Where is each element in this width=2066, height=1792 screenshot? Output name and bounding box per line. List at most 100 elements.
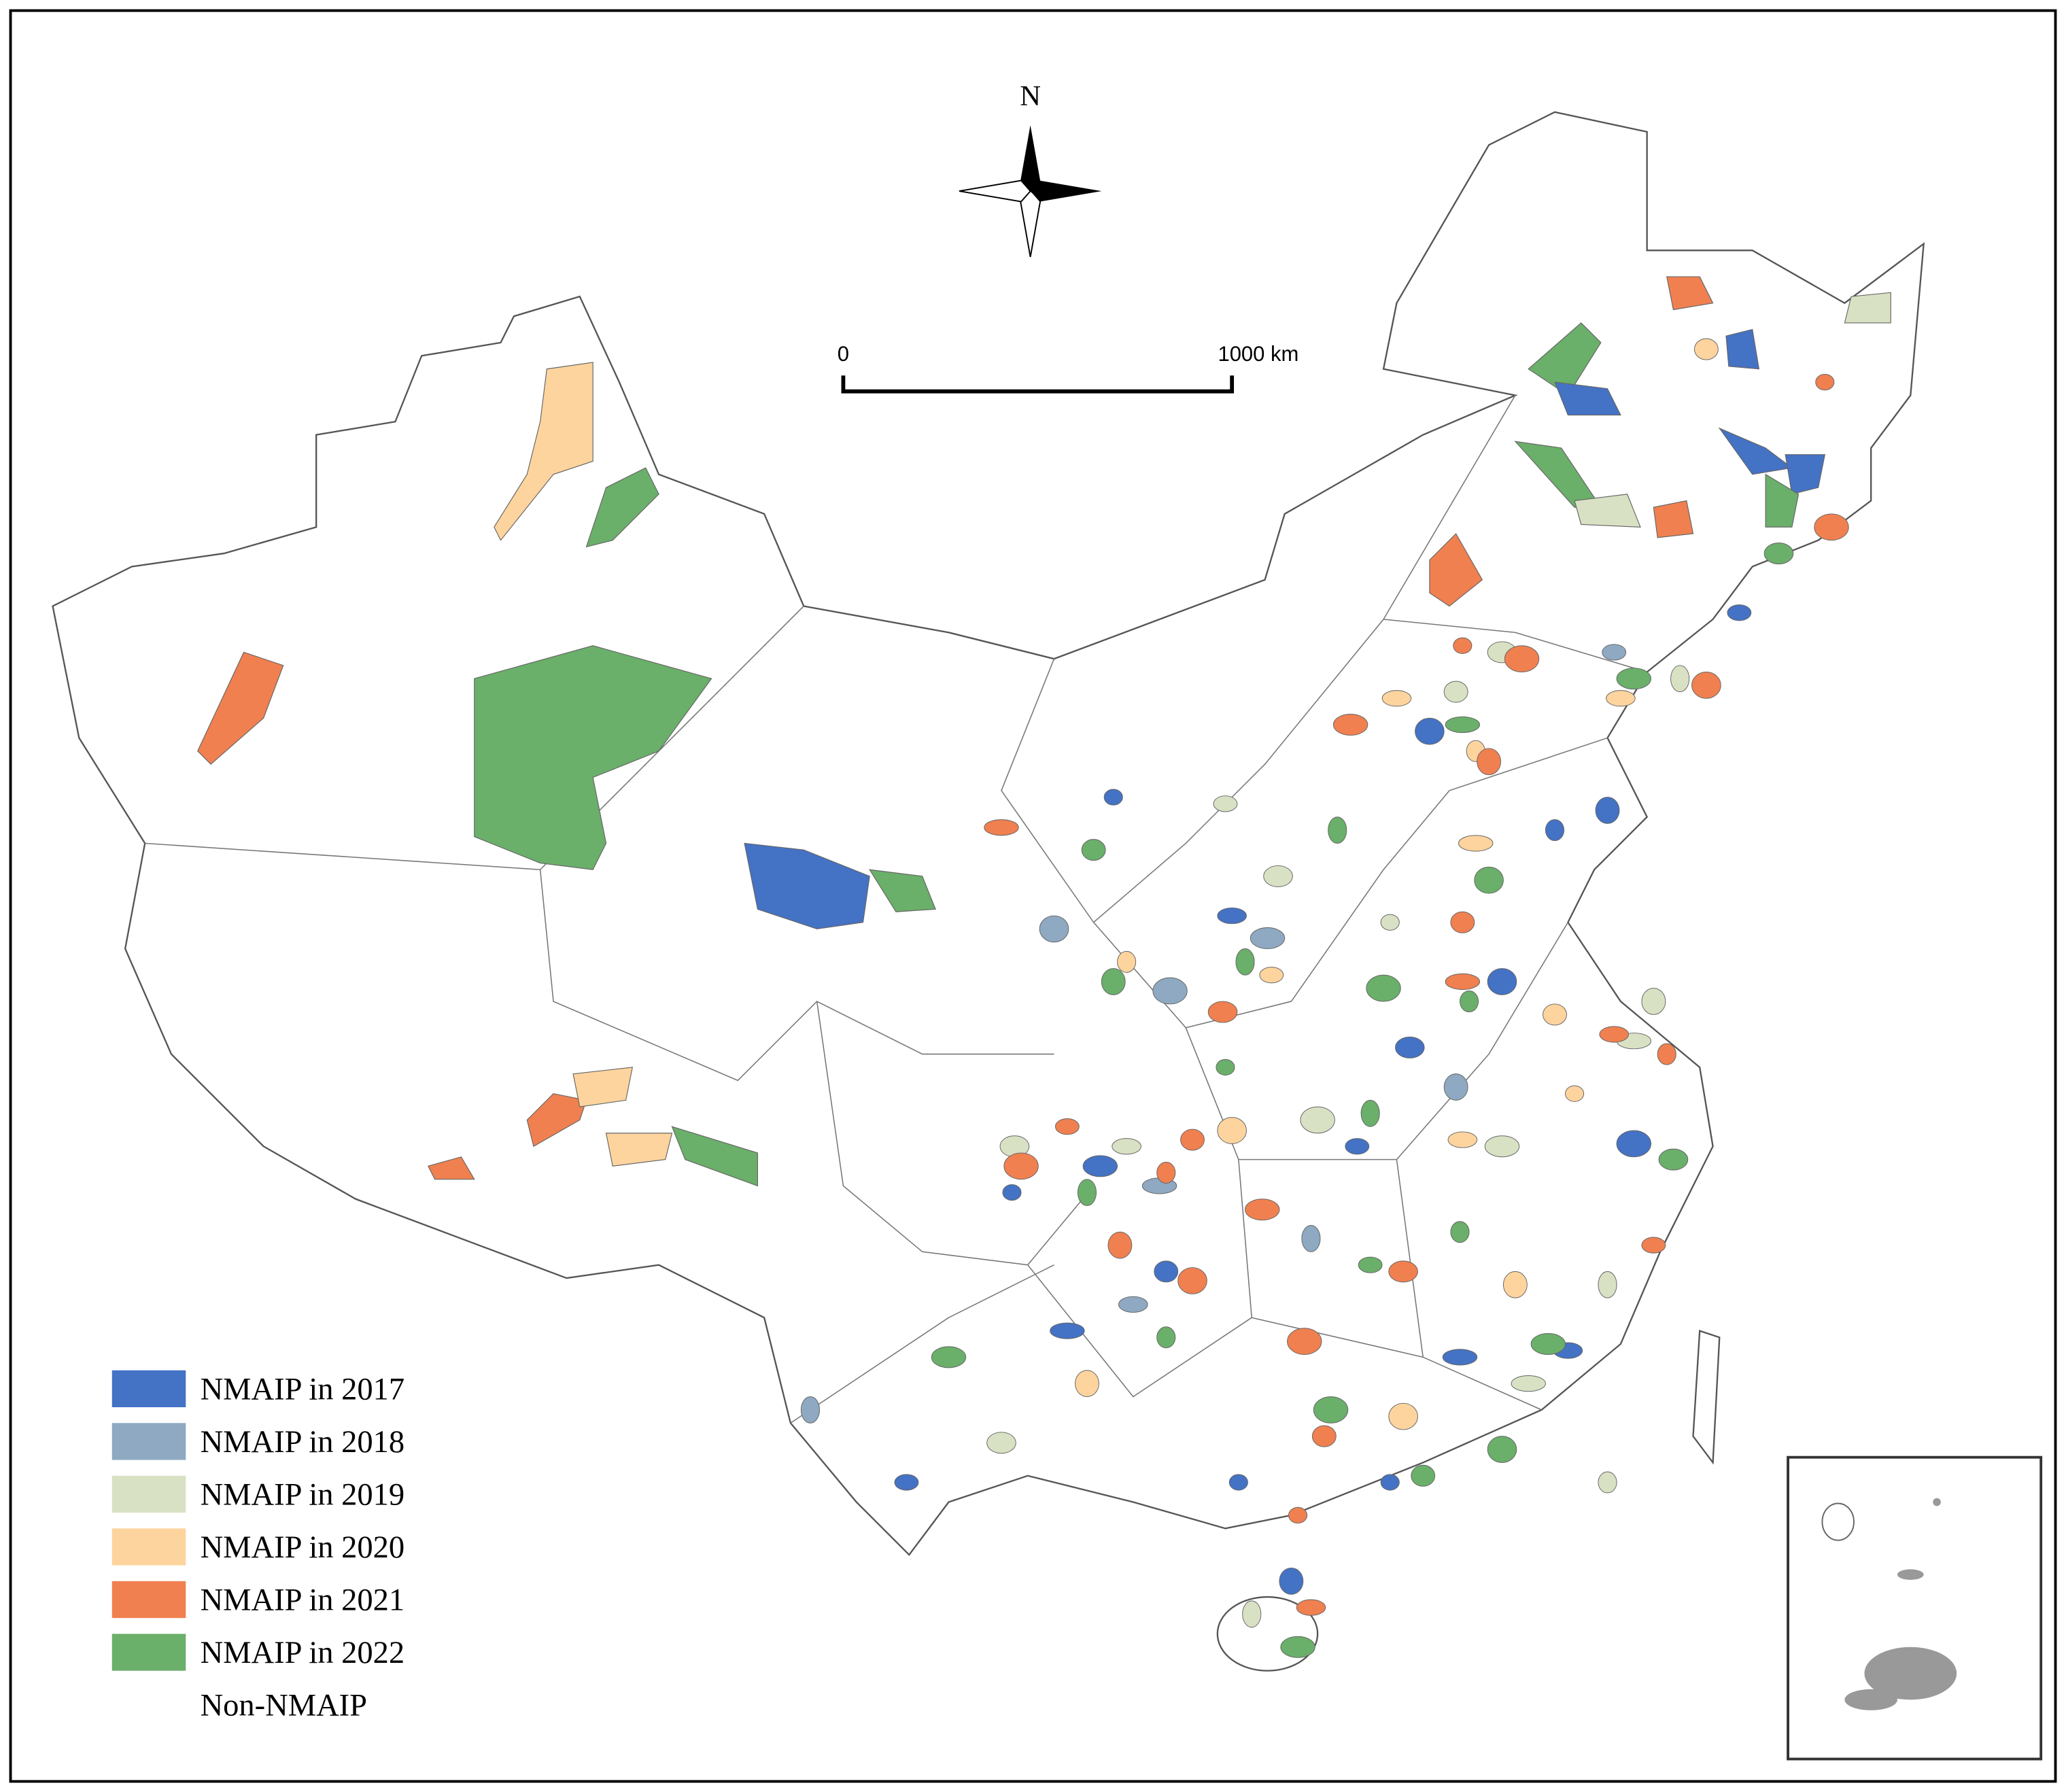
small-region bbox=[1616, 1130, 1651, 1158]
small-region bbox=[1112, 1138, 1141, 1155]
legend-label: NMAIP in 2017 bbox=[201, 1372, 405, 1407]
small-region bbox=[1002, 1184, 1022, 1201]
small-region bbox=[1328, 816, 1347, 844]
small-region bbox=[1453, 637, 1473, 654]
small-region bbox=[1082, 1155, 1118, 1177]
small-region bbox=[1311, 1425, 1337, 1447]
nmaip-region bbox=[585, 467, 659, 548]
nmaip-region bbox=[197, 651, 284, 765]
small-region bbox=[1458, 835, 1494, 852]
small-region bbox=[1545, 819, 1565, 842]
small-region bbox=[1263, 865, 1293, 887]
small-region bbox=[1213, 795, 1238, 812]
legend-swatch bbox=[111, 1370, 186, 1407]
small-region bbox=[1447, 1131, 1478, 1148]
small-region bbox=[1279, 1567, 1304, 1595]
small-region bbox=[1117, 950, 1137, 973]
inset-islands bbox=[1821, 1498, 1957, 1710]
small-region bbox=[1395, 1036, 1425, 1058]
small-region bbox=[1177, 1267, 1207, 1294]
small-region bbox=[1763, 542, 1794, 565]
small-region bbox=[1107, 1231, 1133, 1259]
small-region bbox=[1543, 1003, 1567, 1026]
legend-label: NMAIP in 2022 bbox=[201, 1636, 405, 1670]
small-region bbox=[1207, 1001, 1238, 1023]
small-region bbox=[1259, 967, 1284, 984]
north-arrow: N bbox=[959, 80, 1102, 258]
small-region bbox=[1511, 1375, 1546, 1392]
small-region bbox=[1693, 338, 1719, 360]
nmaip-region bbox=[671, 1126, 759, 1187]
small-region bbox=[1154, 1260, 1179, 1283]
small-region bbox=[1443, 680, 1468, 703]
scale-end: 1000 km bbox=[1218, 342, 1298, 366]
small-region bbox=[1360, 1099, 1380, 1127]
small-region bbox=[1101, 968, 1126, 995]
small-region bbox=[1077, 1179, 1097, 1206]
small-region bbox=[1477, 748, 1502, 776]
small-region bbox=[1814, 513, 1849, 541]
small-region bbox=[1300, 1106, 1335, 1134]
small-region bbox=[1450, 911, 1475, 933]
scale-bar: 0 1000 km bbox=[838, 342, 1298, 394]
small-region bbox=[1366, 974, 1401, 1002]
small-region bbox=[1345, 1138, 1370, 1155]
small-region bbox=[1565, 1085, 1585, 1102]
small-region bbox=[1242, 1600, 1262, 1628]
nmaip-region bbox=[1725, 328, 1760, 370]
small-region bbox=[1380, 914, 1400, 931]
nmaip-region bbox=[572, 1067, 634, 1107]
small-region bbox=[1388, 1260, 1418, 1283]
small-region bbox=[800, 1396, 821, 1424]
nmaip-region bbox=[526, 1093, 587, 1148]
small-region bbox=[1450, 1221, 1470, 1243]
small-region bbox=[1216, 1058, 1235, 1076]
small-region bbox=[1301, 1225, 1321, 1252]
small-region bbox=[1727, 604, 1752, 621]
small-region bbox=[1442, 1349, 1478, 1366]
nmaip-region bbox=[1528, 322, 1602, 396]
small-region bbox=[1358, 1256, 1383, 1273]
small-region bbox=[1502, 1271, 1528, 1298]
nmaip-region bbox=[1785, 454, 1826, 495]
small-region bbox=[1657, 1043, 1676, 1065]
small-region bbox=[1658, 1148, 1689, 1171]
small-region bbox=[1487, 1436, 1517, 1463]
small-region bbox=[894, 1474, 919, 1491]
small-region bbox=[1598, 1471, 1617, 1494]
legend-swatch bbox=[111, 1423, 186, 1460]
nmaip-region bbox=[1666, 276, 1714, 311]
small-region bbox=[1228, 1474, 1248, 1491]
scale-start: 0 bbox=[838, 342, 849, 366]
legend-swatch bbox=[111, 1581, 186, 1619]
small-region bbox=[1459, 990, 1479, 1013]
nmaip-region bbox=[494, 362, 593, 541]
legend: NMAIP in 2017 NMAIP in 2018 NMAIP in 2019 N… bbox=[111, 1370, 405, 1723]
small-region bbox=[984, 819, 1019, 836]
nmaip-region bbox=[474, 645, 712, 870]
small-region bbox=[1411, 1464, 1436, 1487]
small-region bbox=[986, 1432, 1016, 1454]
small-region bbox=[1606, 690, 1636, 707]
small-region bbox=[1288, 1506, 1308, 1524]
small-region bbox=[1530, 1332, 1566, 1355]
small-region bbox=[1180, 1128, 1205, 1151]
nmaip-region bbox=[1574, 494, 1641, 528]
small-region bbox=[1641, 1237, 1666, 1254]
nmaip-region bbox=[1765, 473, 1800, 528]
small-region bbox=[1250, 927, 1286, 950]
legend-label: NMAIP in 2020 bbox=[201, 1530, 405, 1565]
small-region bbox=[1050, 1322, 1085, 1339]
small-region bbox=[1296, 1599, 1326, 1616]
small-region bbox=[1003, 1152, 1039, 1180]
small-region bbox=[1595, 797, 1620, 824]
small-region bbox=[1103, 789, 1123, 806]
small-region bbox=[1484, 1135, 1520, 1158]
small-region bbox=[1118, 1296, 1148, 1313]
nmaip-region bbox=[428, 1156, 475, 1180]
small-region bbox=[1152, 977, 1188, 1005]
nmaip-region bbox=[1429, 533, 1483, 607]
small-region bbox=[1443, 1073, 1468, 1101]
nmaip-region bbox=[1554, 381, 1621, 416]
